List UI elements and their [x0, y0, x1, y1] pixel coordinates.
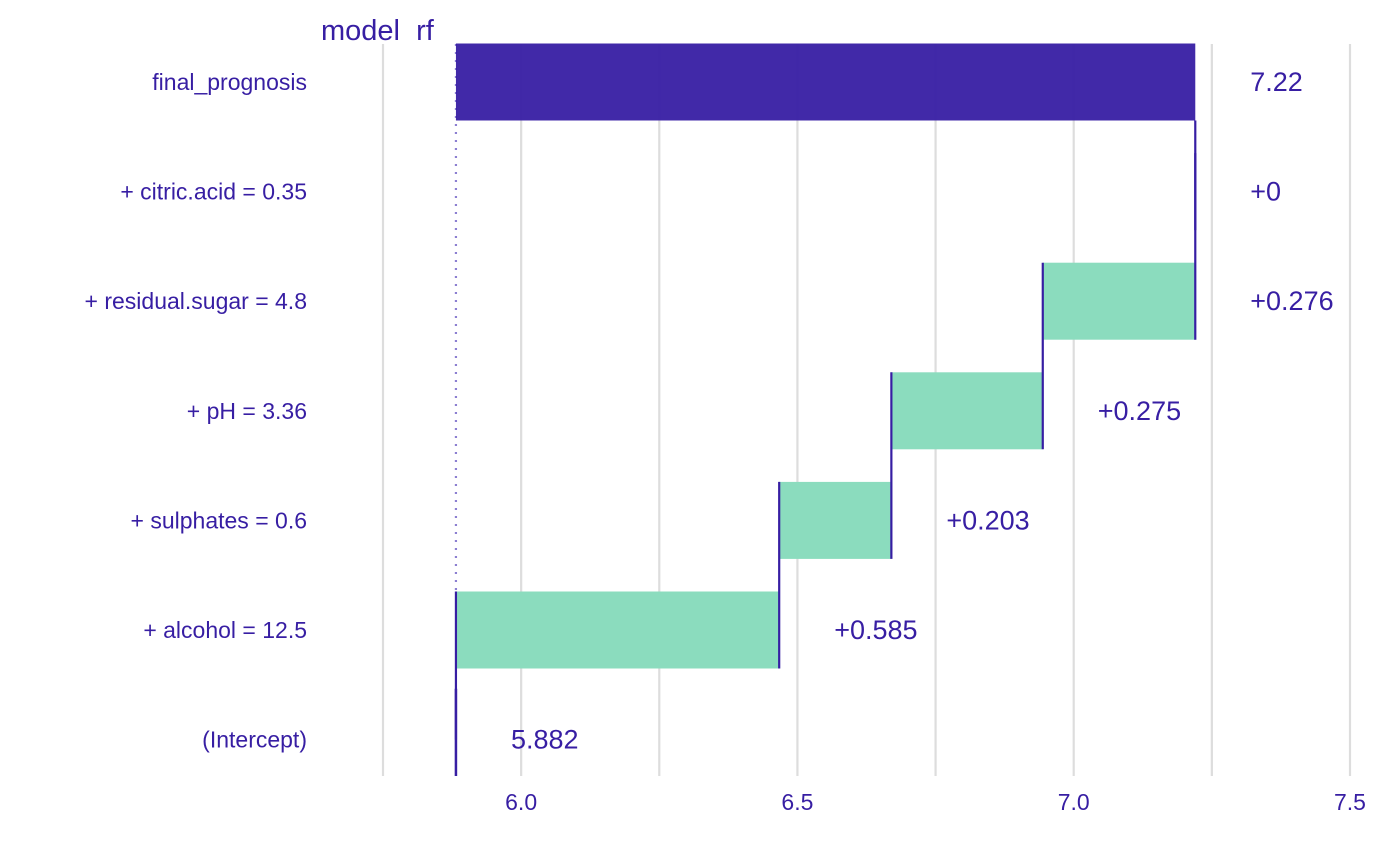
- value-labels: 7.22 +0 +0.276 +0.275 +0.203 +0.585 5.882: [511, 67, 1334, 755]
- value-label: +0.585: [834, 615, 917, 645]
- contribution-bar: [455, 591, 780, 669]
- strip-label: model rf: [321, 15, 435, 47]
- connectors: [454, 120, 1197, 740]
- value-label: 5.882: [511, 725, 579, 755]
- x-tick-label: 6.0: [505, 789, 537, 815]
- final-prognosis-bar: [455, 43, 1196, 121]
- contribution-bar: [779, 481, 892, 559]
- value-label: +0: [1250, 177, 1281, 207]
- row-labels: final_prognosis + citric.acid = 0.35 + res…: [85, 69, 307, 753]
- x-tick-label: 6.5: [781, 789, 813, 815]
- bars: [454, 43, 1196, 776]
- value-label: +0.203: [946, 505, 1029, 535]
- row-label: + alcohol = 12.5: [143, 617, 307, 643]
- x-tick-label: 7.0: [1058, 789, 1090, 815]
- row-label: + residual.sugar = 4.8: [85, 288, 307, 314]
- row-label: final_prognosis: [152, 69, 307, 95]
- x-tick-label: 7.5: [1334, 789, 1366, 815]
- value-label: +0.275: [1098, 396, 1181, 426]
- x-tick-labels: 6.0 6.5 7.0 7.5: [505, 789, 1366, 815]
- contribution-bar: [1042, 262, 1196, 340]
- value-label: 7.22: [1250, 67, 1303, 97]
- contribution-bar: [891, 372, 1043, 450]
- row-label: + sulphates = 0.6: [131, 507, 307, 533]
- row-label: + pH = 3.36: [187, 398, 307, 424]
- row-label: (Intercept): [202, 727, 307, 753]
- row-label: + citric.acid = 0.35: [120, 179, 307, 205]
- value-label: +0.276: [1250, 286, 1333, 316]
